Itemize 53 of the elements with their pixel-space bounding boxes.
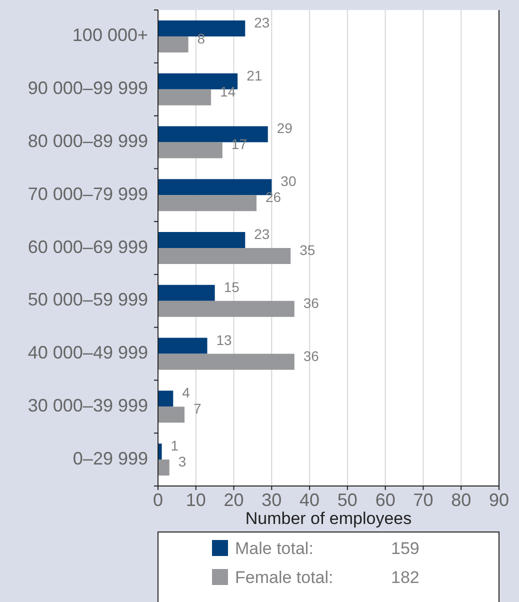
bar [158, 284, 215, 301]
data-label: 30 [280, 173, 296, 190]
data-label: 1 [170, 438, 179, 454]
data-label: 13 [216, 332, 232, 348]
bar [158, 444, 162, 460]
legend-label: Female total: [235, 568, 334, 587]
data-label: 29 [276, 120, 293, 136]
data-label: 35 [300, 242, 316, 258]
bar [158, 338, 208, 354]
bar [158, 232, 246, 248]
x-tick-label: 60 [375, 490, 396, 510]
bar [158, 248, 291, 264]
x-tick-label: 20 [224, 490, 244, 510]
data-label: 23 [254, 226, 270, 242]
x-tick-label: 70 [413, 490, 434, 510]
x-tick-label: 80 [451, 490, 472, 510]
bar [158, 406, 185, 423]
y-tick-label: 0–29 999 [72, 448, 148, 468]
x-tick-label: 30 [262, 490, 282, 510]
x-tick-label: 90 [488, 490, 510, 510]
x-tick-label: 50 [337, 490, 358, 510]
y-tick-label: 90 000–99 999 [28, 78, 148, 98]
bar [158, 142, 222, 158]
data-label: 36 [303, 294, 320, 311]
x-axis-title: Number of employees [245, 509, 412, 528]
data-label: 23 [254, 14, 270, 30]
legend-label: Male total: [235, 539, 314, 558]
bar [158, 195, 257, 212]
bar [158, 390, 174, 407]
bar [158, 300, 294, 317]
y-tick-label: 30 000–39 999 [28, 395, 148, 416]
text: 159 [391, 539, 420, 558]
data-label: 7 [194, 400, 202, 417]
bar [158, 460, 170, 476]
data-label: 15 [224, 278, 240, 295]
bar [158, 36, 188, 52]
data-label: 26 [266, 189, 282, 206]
y-tick-label: 100 000+ [72, 25, 148, 46]
y-tick-label: 70 000–79 999 [28, 184, 148, 204]
y-tick-label: 40 000–49 999 [28, 342, 148, 363]
data-label: 3 [178, 454, 186, 470]
data-label: 36 [303, 348, 320, 364]
y-tick-label: 80 000–89 999 [28, 130, 148, 151]
bar [158, 89, 212, 106]
data-label: 4 [182, 384, 190, 401]
y-tick-label: 50 000–59 999 [28, 290, 148, 310]
x-tick-label: 40 [300, 490, 320, 510]
x-tick-label: 10 [186, 490, 206, 510]
data-label: 21 [246, 67, 262, 84]
x-tick-label: 0 [152, 490, 164, 510]
text: 182 [391, 568, 420, 587]
bar [158, 354, 294, 370]
y-tick-label: 60 000–69 999 [28, 236, 148, 257]
